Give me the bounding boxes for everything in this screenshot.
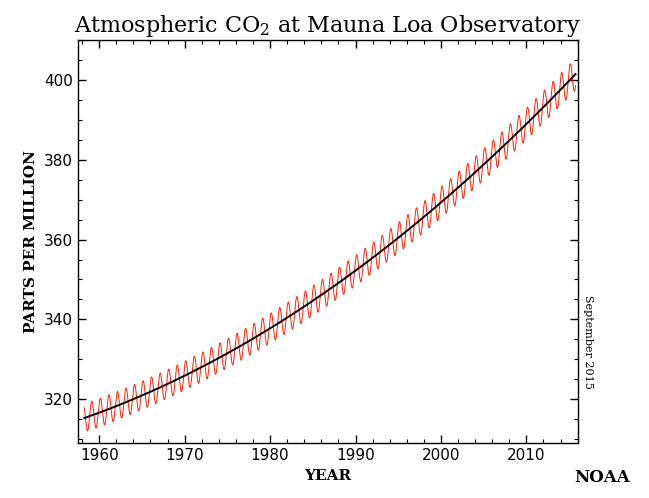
Text: September 2015: September 2015 — [583, 295, 593, 389]
Y-axis label: PARTS PER MILLION: PARTS PER MILLION — [25, 150, 38, 333]
X-axis label: YEAR: YEAR — [304, 469, 351, 483]
Text: NOAA: NOAA — [574, 469, 630, 486]
Title: Atmospheric CO$_{\mathregular{2}}$ at Mauna Loa Observatory: Atmospheric CO$_{\mathregular{2}}$ at Ma… — [74, 12, 582, 38]
